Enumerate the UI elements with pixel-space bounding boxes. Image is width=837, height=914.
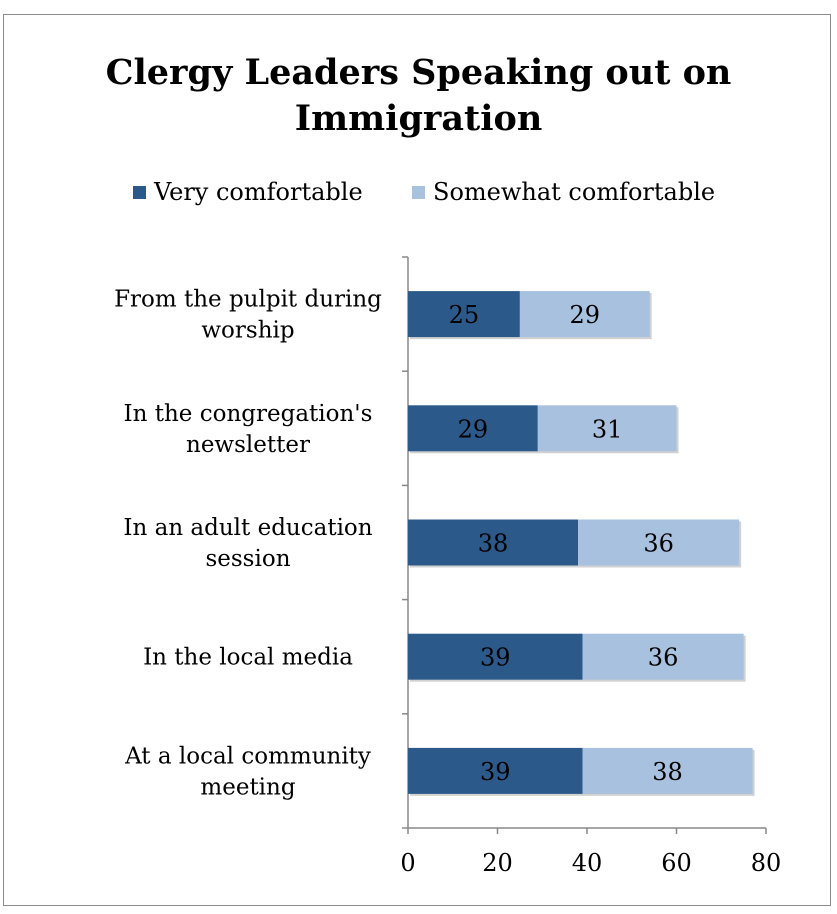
bar-very-comfortable: [408, 633, 583, 680]
x-tick-label: 20: [482, 849, 513, 877]
category-label: session: [205, 546, 290, 572]
data-label-very-comfortable: 29: [458, 415, 489, 443]
chart-title: Clergy Leaders Speaking out on Immigrati…: [0, 50, 837, 142]
chart-title-line-1: Clergy Leaders Speaking out on: [105, 52, 732, 93]
category-label: newsletter: [186, 432, 310, 458]
bar-very-comfortable: [408, 405, 538, 452]
x-tick-label: 80: [751, 849, 782, 877]
category-label: At a local community: [124, 743, 371, 769]
data-label-somewhat-comfortable: 38: [652, 758, 683, 786]
data-label-somewhat-comfortable: 36: [648, 644, 679, 672]
legend-swatch-very-comfortable: [133, 185, 146, 199]
category-label: worship: [201, 318, 294, 344]
legend-label-somewhat-comfortable: Somewhat comfortable: [433, 178, 716, 206]
legend-item-somewhat-comfortable: Somewhat comfortable: [412, 178, 715, 206]
chart-frame: [3, 14, 831, 906]
x-tick-label: 0: [400, 849, 415, 877]
data-label-somewhat-comfortable: 36: [643, 530, 674, 558]
chart-title-line-2: Immigration: [294, 98, 543, 139]
bar-somewhat-comfortable: [519, 291, 650, 338]
x-tick-label: 40: [572, 849, 603, 877]
bar-somewhat-comfortable: [537, 405, 677, 452]
data-label-somewhat-comfortable: 31: [592, 415, 623, 443]
data-label-very-comfortable: 39: [480, 644, 511, 672]
data-label-very-comfortable: 39: [480, 758, 511, 786]
bar-somewhat-comfortable: [582, 633, 744, 680]
bar-very-comfortable: [408, 747, 583, 794]
x-tick-label: 60: [661, 849, 692, 877]
bar-very-comfortable: [408, 291, 520, 338]
chart-legend: Very comfortable Somewhat comfortable: [0, 178, 837, 210]
data-label-very-comfortable: 25: [449, 301, 480, 329]
data-label-very-comfortable: 38: [478, 530, 509, 558]
category-label: In an adult education: [123, 515, 372, 541]
category-label: From the pulpit during: [114, 287, 382, 313]
category-label: In the local media: [143, 645, 353, 671]
data-label-somewhat-comfortable: 29: [569, 301, 600, 329]
category-label: meeting: [200, 774, 295, 800]
bar-very-comfortable: [408, 519, 579, 566]
legend-item-very-comfortable: Very comfortable: [133, 178, 363, 206]
category-label: In the congregation's: [124, 401, 373, 427]
legend-label-very-comfortable: Very comfortable: [154, 178, 363, 206]
legend-swatch-somewhat-comfortable: [412, 185, 425, 199]
bar-somewhat-comfortable: [578, 519, 740, 566]
bar-somewhat-comfortable: [582, 747, 753, 794]
